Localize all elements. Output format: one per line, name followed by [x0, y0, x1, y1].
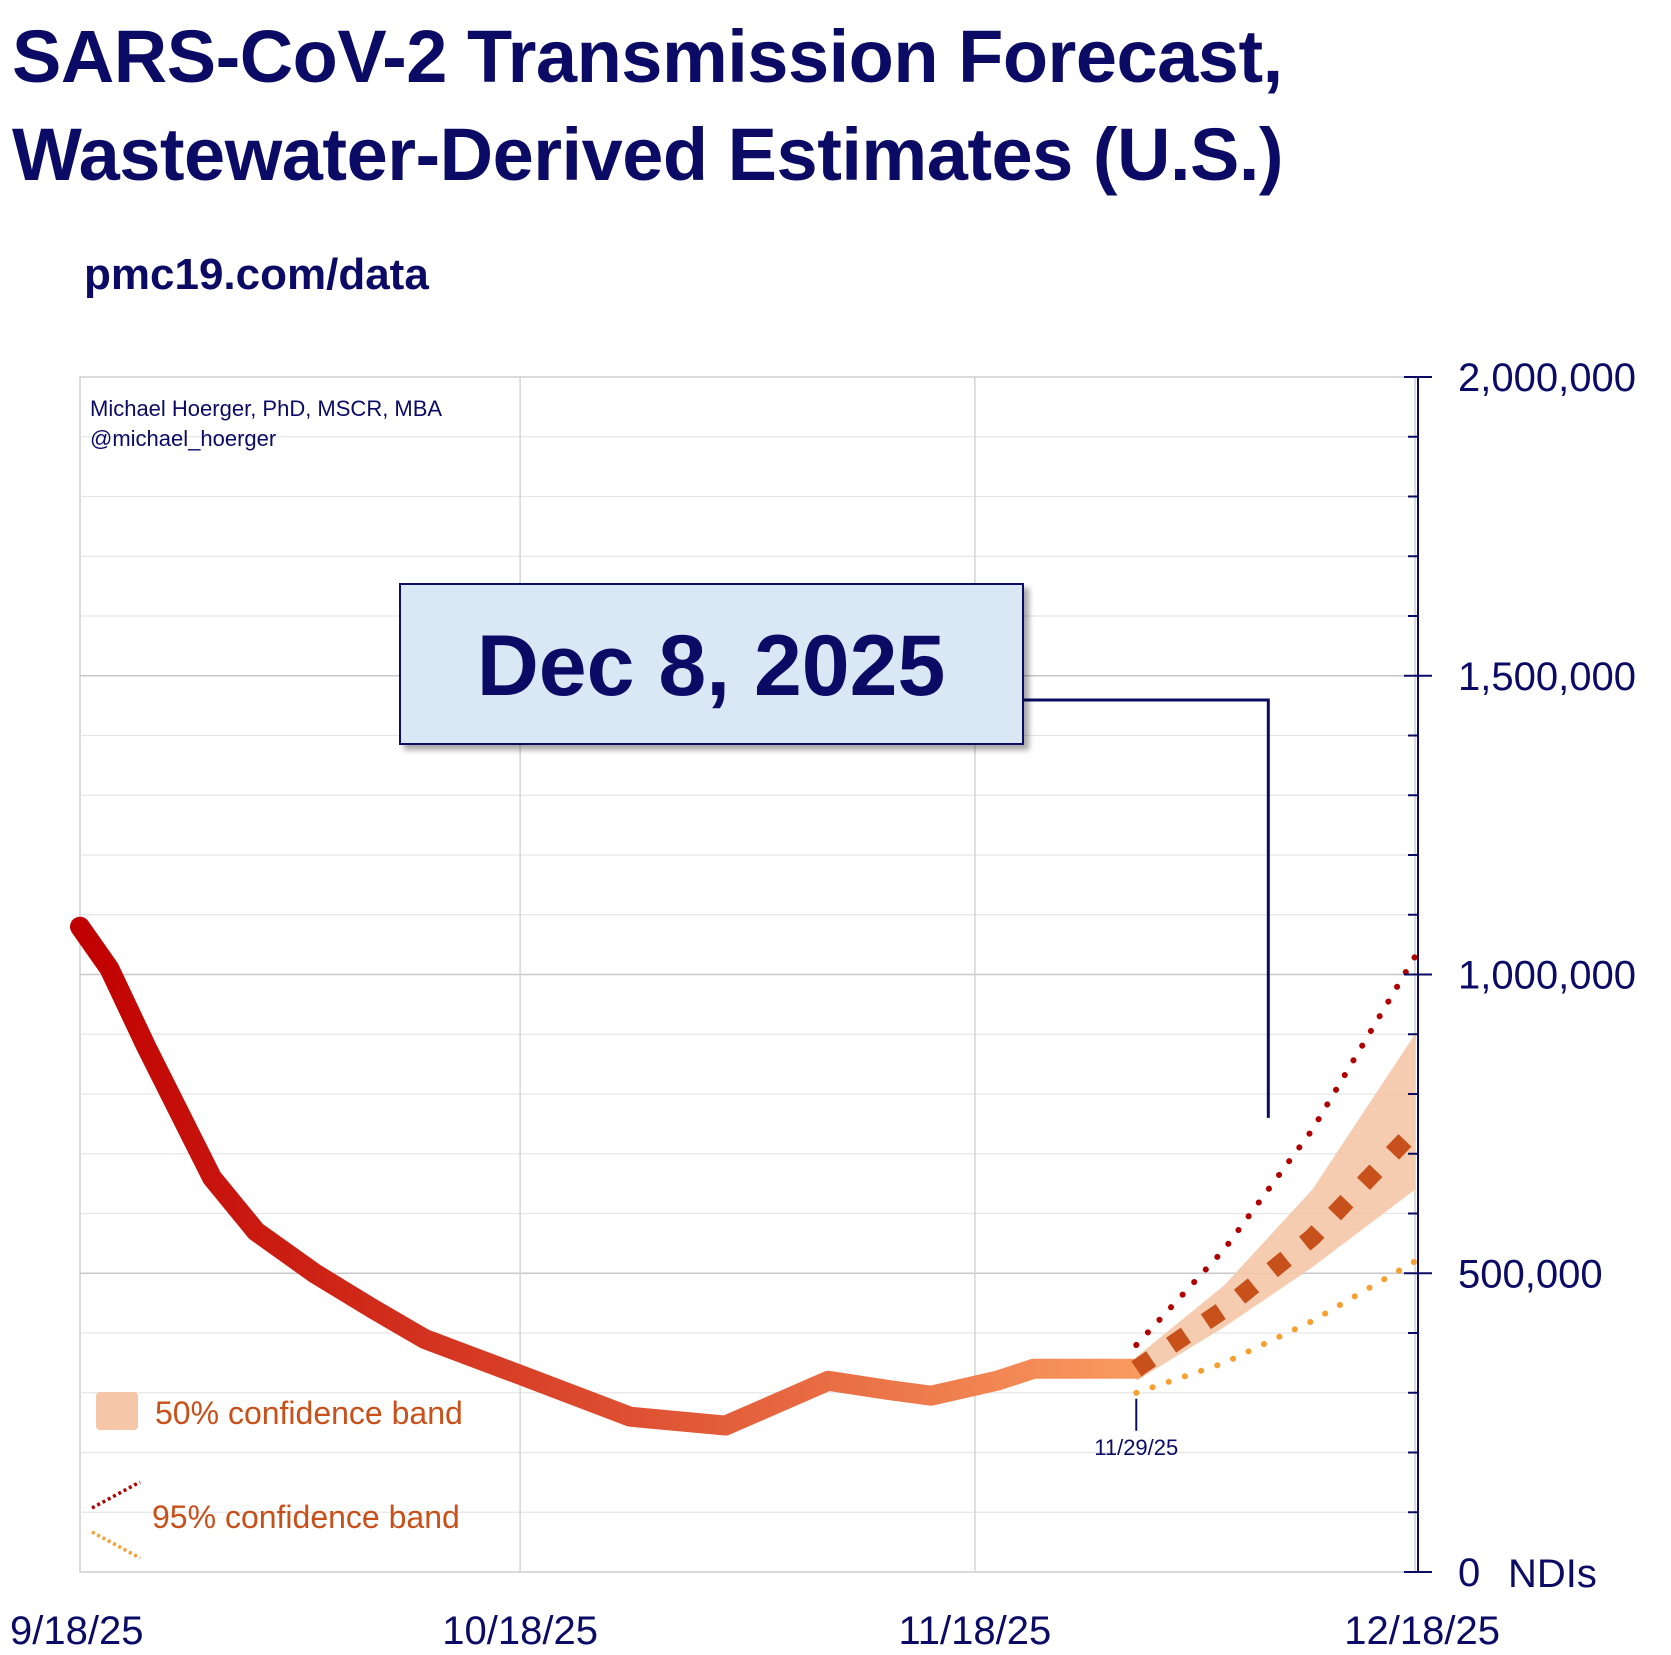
x-tick-labels: 9/18/25 10/18/25 11/18/25 12/18/25 [10, 1609, 1500, 1653]
right-axis [1404, 376, 1432, 1573]
y-tick-label: 1,000,000 [1458, 954, 1636, 998]
date-box-label: Dec 8, 2025 [477, 618, 946, 714]
band-50-area [1136, 1034, 1415, 1381]
chart-title: SARS-CoV-2 Transmission Forecast, Wastew… [12, 8, 1284, 204]
author-name: Michael Hoerger, PhD, MSCR, MBA [90, 396, 442, 421]
legend-swatch-band-50 [96, 1392, 138, 1430]
y-unit-label: NDIs [1508, 1552, 1597, 1596]
minor-gridlines [80, 436, 1415, 1513]
y-tick-label: 1,500,000 [1458, 655, 1636, 699]
legend: 50% confidence band 95% confidence band [91, 1392, 463, 1560]
date-box-frame [399, 583, 1024, 745]
legend-label-band-50: 50% confidence band [155, 1395, 463, 1431]
date-box-leader-line [1023, 698, 1270, 1118]
date-box: Dec 8, 2025 [399, 583, 1024, 745]
author-credit: Michael Hoerger, PhD, MSCR, MBA @michael… [90, 396, 442, 451]
x-tick-label: 12/18/25 [1344, 1609, 1500, 1653]
y-tick-label: 500,000 [1458, 1252, 1603, 1296]
legend-label-band-95: 95% confidence band [152, 1499, 460, 1535]
author-handle: @michael_hoerger [90, 426, 276, 451]
y-tick-labels: 0 500,000 1,000,000 1,500,000 2,000,000 [1458, 356, 1636, 1595]
title-line-1: SARS-CoV-2 Transmission Forecast, [12, 15, 1283, 98]
x-tick-label: 9/18/25 [10, 1609, 143, 1653]
title-line-2: Wastewater-Derived Estimates (U.S.) [12, 113, 1284, 196]
forecast-start-label: 11/29/25 [1094, 1435, 1178, 1460]
x-tick-label: 11/18/25 [899, 1609, 1052, 1653]
x-tick-label: 10/18/25 [442, 1609, 598, 1653]
y-tick-label: 0 [1458, 1551, 1480, 1595]
median-forecast-line [1131, 1123, 1422, 1377]
observed-line [70, 916, 1147, 1436]
upper-95-line [1133, 953, 1418, 1348]
y-tick-label: 2,000,000 [1458, 356, 1636, 400]
source-url: pmc19.com/data [84, 250, 429, 299]
